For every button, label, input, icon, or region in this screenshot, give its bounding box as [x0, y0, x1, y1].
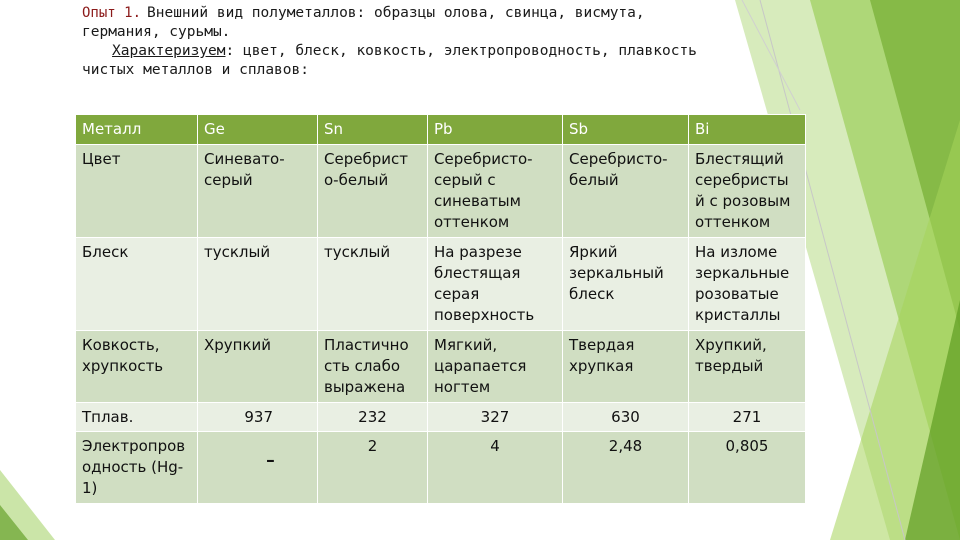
header-pb: Pb	[427, 114, 563, 145]
table-cell: 2,48	[562, 431, 689, 504]
intro-line-3-rest: : цвет, блеск, ковкость, электропроводно…	[225, 43, 697, 59]
table-cell: Серебристо-белый	[562, 144, 689, 238]
header-sn: Sn	[317, 114, 428, 145]
table-cell: Яркий зеркальный блеск	[562, 237, 689, 331]
table-row-luster: Блеск тусклый тусклый На разрезе блестящ…	[75, 237, 806, 331]
intro-line-4: чистых металлов и сплавов:	[82, 62, 309, 78]
table-cell: Пластично сть слабо выражена	[317, 330, 428, 403]
table-header-row: Металл Ge Sn Pb Sb Bi	[75, 114, 806, 145]
table-cell: 0,805	[688, 431, 806, 504]
table-row-color: Цвет Синевато-серый Серебрист о-белый Се…	[75, 144, 806, 238]
table-cell: Блестящий серебристы й с розовым оттенко…	[688, 144, 806, 238]
table-cell: 271	[688, 402, 806, 432]
table-cell: Тплав.	[75, 402, 198, 432]
table-cell: Электропров одность (Hg-1)	[75, 431, 198, 504]
intro-line-2: германия, сурьмы.	[82, 24, 231, 40]
table-cell: На изломе зеркальные розоватые кристаллы	[688, 237, 806, 331]
table-row-malleability: Ковкость, хрупкость Хрупкий Пластично ст…	[75, 330, 806, 403]
table-cell: Твердая хрупкая	[562, 330, 689, 403]
table-cell: 630	[562, 402, 689, 432]
table-cell: На разрезе блестящая серая поверхность	[427, 237, 563, 331]
intro-line-3: Характеризуем: цвет, блеск, ковкость, эл…	[82, 42, 742, 61]
table-cell: Хрупкий, твердый	[688, 330, 806, 403]
intro-text: Опыт 1. Внешний вид полуметаллов: образцы…	[82, 4, 742, 80]
header-sb: Sb	[562, 114, 689, 145]
table-row-melting-point: Тплав. 937 232 327 630 271	[75, 402, 806, 432]
experiment-label: Опыт 1.	[82, 5, 142, 21]
table-cell: 232	[317, 402, 428, 432]
intro-sentence-1: Внешний вид полуметаллов: образцы олова,…	[147, 5, 645, 21]
table-cell: Ковкость, хрупкость	[75, 330, 198, 403]
table-cell: Серебрист о-белый	[317, 144, 428, 238]
table-cell: Цвет	[75, 144, 198, 238]
table-cell: 2	[317, 431, 428, 504]
header-ge: Ge	[197, 114, 318, 145]
header-bi: Bi	[688, 114, 806, 145]
header-metal: Металл	[75, 114, 198, 145]
table-cell: Синевато-серый	[197, 144, 318, 238]
metals-table: Металл Ge Sn Pb Sb Bi Цвет Синевато-серы…	[75, 114, 806, 504]
intro-line-1: Опыт 1. Внешний вид полуметаллов: образцы…	[82, 4, 742, 23]
table-cell: Мягкий, царапается ногтем	[427, 330, 563, 403]
table-row-conductivity: Электропров одность (Hg-1) - 2 4 2,48 0,…	[75, 431, 806, 504]
table-cell: -	[197, 431, 318, 504]
table-cell: 937	[197, 402, 318, 432]
table-cell: тусклый	[197, 237, 318, 331]
table-cell: 4	[427, 431, 563, 504]
table-cell: Хрупкий	[197, 330, 318, 403]
table-cell: Серебристо-серый с синеватым оттенком	[427, 144, 563, 238]
table-cell: Блеск	[75, 237, 198, 331]
table-cell: тусклый	[317, 237, 428, 331]
table-cell: 327	[427, 402, 563, 432]
characterize-word: Характеризуем	[112, 43, 226, 59]
dash-value: -	[265, 445, 276, 475]
